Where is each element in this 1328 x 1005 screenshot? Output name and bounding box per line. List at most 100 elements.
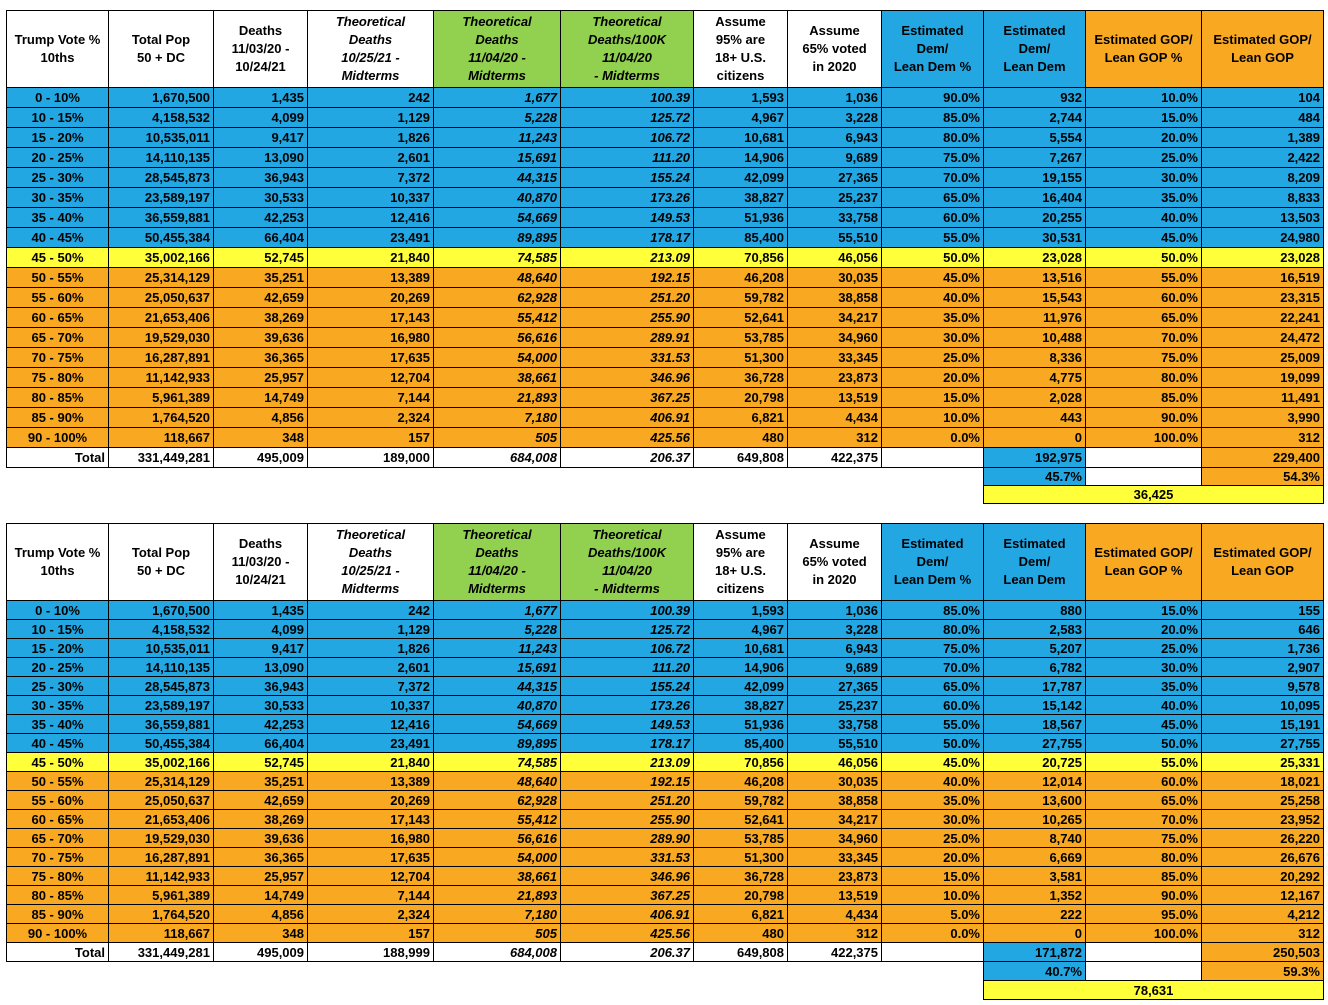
- data-cell: 33,345: [787, 347, 882, 368]
- row-label: 40 - 45%: [6, 733, 109, 753]
- data-cell: 14,906: [693, 147, 788, 168]
- share-row: 40.7% 59.3%: [7, 961, 1324, 981]
- data-cell: 11,243: [433, 127, 561, 148]
- data-cell: 40.0%: [881, 287, 984, 308]
- data-cell: 100.39: [560, 600, 694, 620]
- data-cell: 19,529,030: [108, 828, 214, 848]
- header-line: Assume: [715, 14, 766, 29]
- data-cell: 178.17: [560, 733, 694, 753]
- data-cell: 36,943: [213, 167, 308, 188]
- data-cell: 932: [983, 87, 1086, 108]
- header-line: 10/24/21: [235, 572, 286, 587]
- data-cell: 46,208: [693, 771, 788, 791]
- data-cell: 173.26: [560, 695, 694, 715]
- data-cell: 14,749: [213, 885, 308, 905]
- header-line: Midterms: [341, 581, 400, 596]
- data-cell: 17,635: [307, 347, 434, 368]
- row-label: 45 - 50%: [6, 247, 109, 268]
- total-cell: 684,008: [433, 447, 561, 468]
- data-cell: 55,412: [433, 809, 561, 829]
- data-cell: 2,744: [983, 107, 1086, 128]
- data-cell: 242: [307, 87, 434, 108]
- data-cell: 21,840: [307, 752, 434, 772]
- data-row: 50 - 55% 25,314,129 35,251 13,389 48,640 192.…: [6, 771, 1324, 791]
- data-cell: 7,372: [307, 676, 434, 696]
- data-cell: 46,056: [787, 247, 882, 268]
- data-cell: 80.0%: [1085, 847, 1202, 867]
- data-cell: 55.0%: [1085, 267, 1202, 288]
- header-cell: Theoretical Deaths 10/25/21 - Midterms: [307, 523, 434, 601]
- header-line: Lean GOP: [1231, 50, 1294, 65]
- header-line: Theoretical: [335, 14, 406, 29]
- data-cell: 55.0%: [1085, 752, 1202, 772]
- data-cell: 289.90: [560, 828, 694, 848]
- total-cell: 206.37: [560, 447, 694, 468]
- data-cell: 1,352: [983, 885, 1086, 905]
- data-cell: 50.0%: [1085, 733, 1202, 753]
- data-cell: 44,315: [433, 676, 561, 696]
- data-cell: 4,967: [693, 619, 788, 639]
- header-cell: Theoretical Deaths 10/25/21 - Midterms: [307, 10, 434, 88]
- data-cell: 52,641: [693, 809, 788, 829]
- data-cell: 40,870: [433, 695, 561, 715]
- header-line: Theoretical: [462, 527, 532, 542]
- data-cell: 80.0%: [1085, 367, 1202, 388]
- data-cell: 23,491: [307, 733, 434, 753]
- data-cell: 4,434: [787, 407, 882, 428]
- data-cell: 20,255: [983, 207, 1086, 228]
- data-cell: 16,404: [983, 187, 1086, 208]
- data-cell: 12,416: [307, 714, 434, 734]
- data-cell: 3,228: [787, 619, 882, 639]
- row-label: 60 - 65%: [6, 809, 109, 829]
- data-cell: 90.0%: [881, 87, 984, 108]
- spacer: [7, 981, 984, 1000]
- data-cell: 17,143: [307, 809, 434, 829]
- data-cell: 5,228: [433, 107, 561, 128]
- header-line: Deaths: [348, 32, 393, 47]
- data-cell: 28,545,873: [108, 167, 214, 188]
- header-cell: Theoretical Deaths 11/04/20 - Midterms: [433, 10, 561, 88]
- data-cell: 192.15: [560, 267, 694, 288]
- data-cell: 35,251: [213, 267, 308, 288]
- data-cell: 16,519: [1201, 267, 1324, 288]
- data-cell: 1,036: [787, 600, 882, 620]
- header-line: Lean Dem %: [893, 59, 972, 74]
- data-cell: 25,957: [213, 866, 308, 886]
- data-cell: 36,559,881: [108, 207, 214, 228]
- data-cell: 19,155: [983, 167, 1086, 188]
- data-cell: 30,533: [213, 695, 308, 715]
- data-cell: 53,785: [693, 327, 788, 348]
- data-cell: 36,365: [213, 347, 308, 368]
- data-cell: 52,745: [213, 752, 308, 772]
- data-cell: 8,209: [1201, 167, 1324, 188]
- sheet-table: Trump Vote % 10ths Total Pop 50 + DC Deaths 1…: [6, 10, 1324, 504]
- header-line: Deaths: [475, 32, 519, 47]
- data-cell: 23,028: [983, 247, 1086, 268]
- data-cell: 251.20: [560, 287, 694, 308]
- header-line: Assume: [809, 23, 860, 38]
- data-cell: 5,228: [433, 619, 561, 639]
- data-cell: 40.0%: [881, 771, 984, 791]
- data-cell: 65.0%: [1085, 307, 1202, 328]
- data-cell: 1,677: [433, 87, 561, 108]
- data-cell: 15,543: [983, 287, 1086, 308]
- header-line: Theoretical: [592, 14, 662, 29]
- data-cell: 25,237: [787, 695, 882, 715]
- data-cell: 20.0%: [881, 367, 984, 388]
- data-cell: 21,653,406: [108, 809, 214, 829]
- row-label: 75 - 80%: [6, 367, 109, 388]
- data-row: 0 - 10% 1,670,500 1,435 242 1,677 100.39 1,593…: [6, 87, 1324, 108]
- data-cell: 20.0%: [1085, 619, 1202, 639]
- header-line: 95% are: [715, 32, 766, 47]
- data-cell: 16,980: [307, 828, 434, 848]
- data-table: Trump Vote % 10ths Total Pop 50 + DC Deaths 1…: [6, 10, 1324, 504]
- data-row: 40 - 45% 50,455,384 66,404 23,491 89,895 178.…: [6, 227, 1324, 248]
- data-cell: 18,567: [983, 714, 1086, 734]
- data-cell: 25,957: [213, 367, 308, 388]
- data-cell: 55,510: [787, 227, 882, 248]
- data-cell: 27,755: [983, 733, 1086, 753]
- data-cell: 36,365: [213, 847, 308, 867]
- header-cell: Estimated Dem/Lean Dem %: [881, 523, 984, 601]
- data-cell: 9,417: [213, 127, 308, 148]
- row-label: 85 - 90%: [6, 904, 109, 924]
